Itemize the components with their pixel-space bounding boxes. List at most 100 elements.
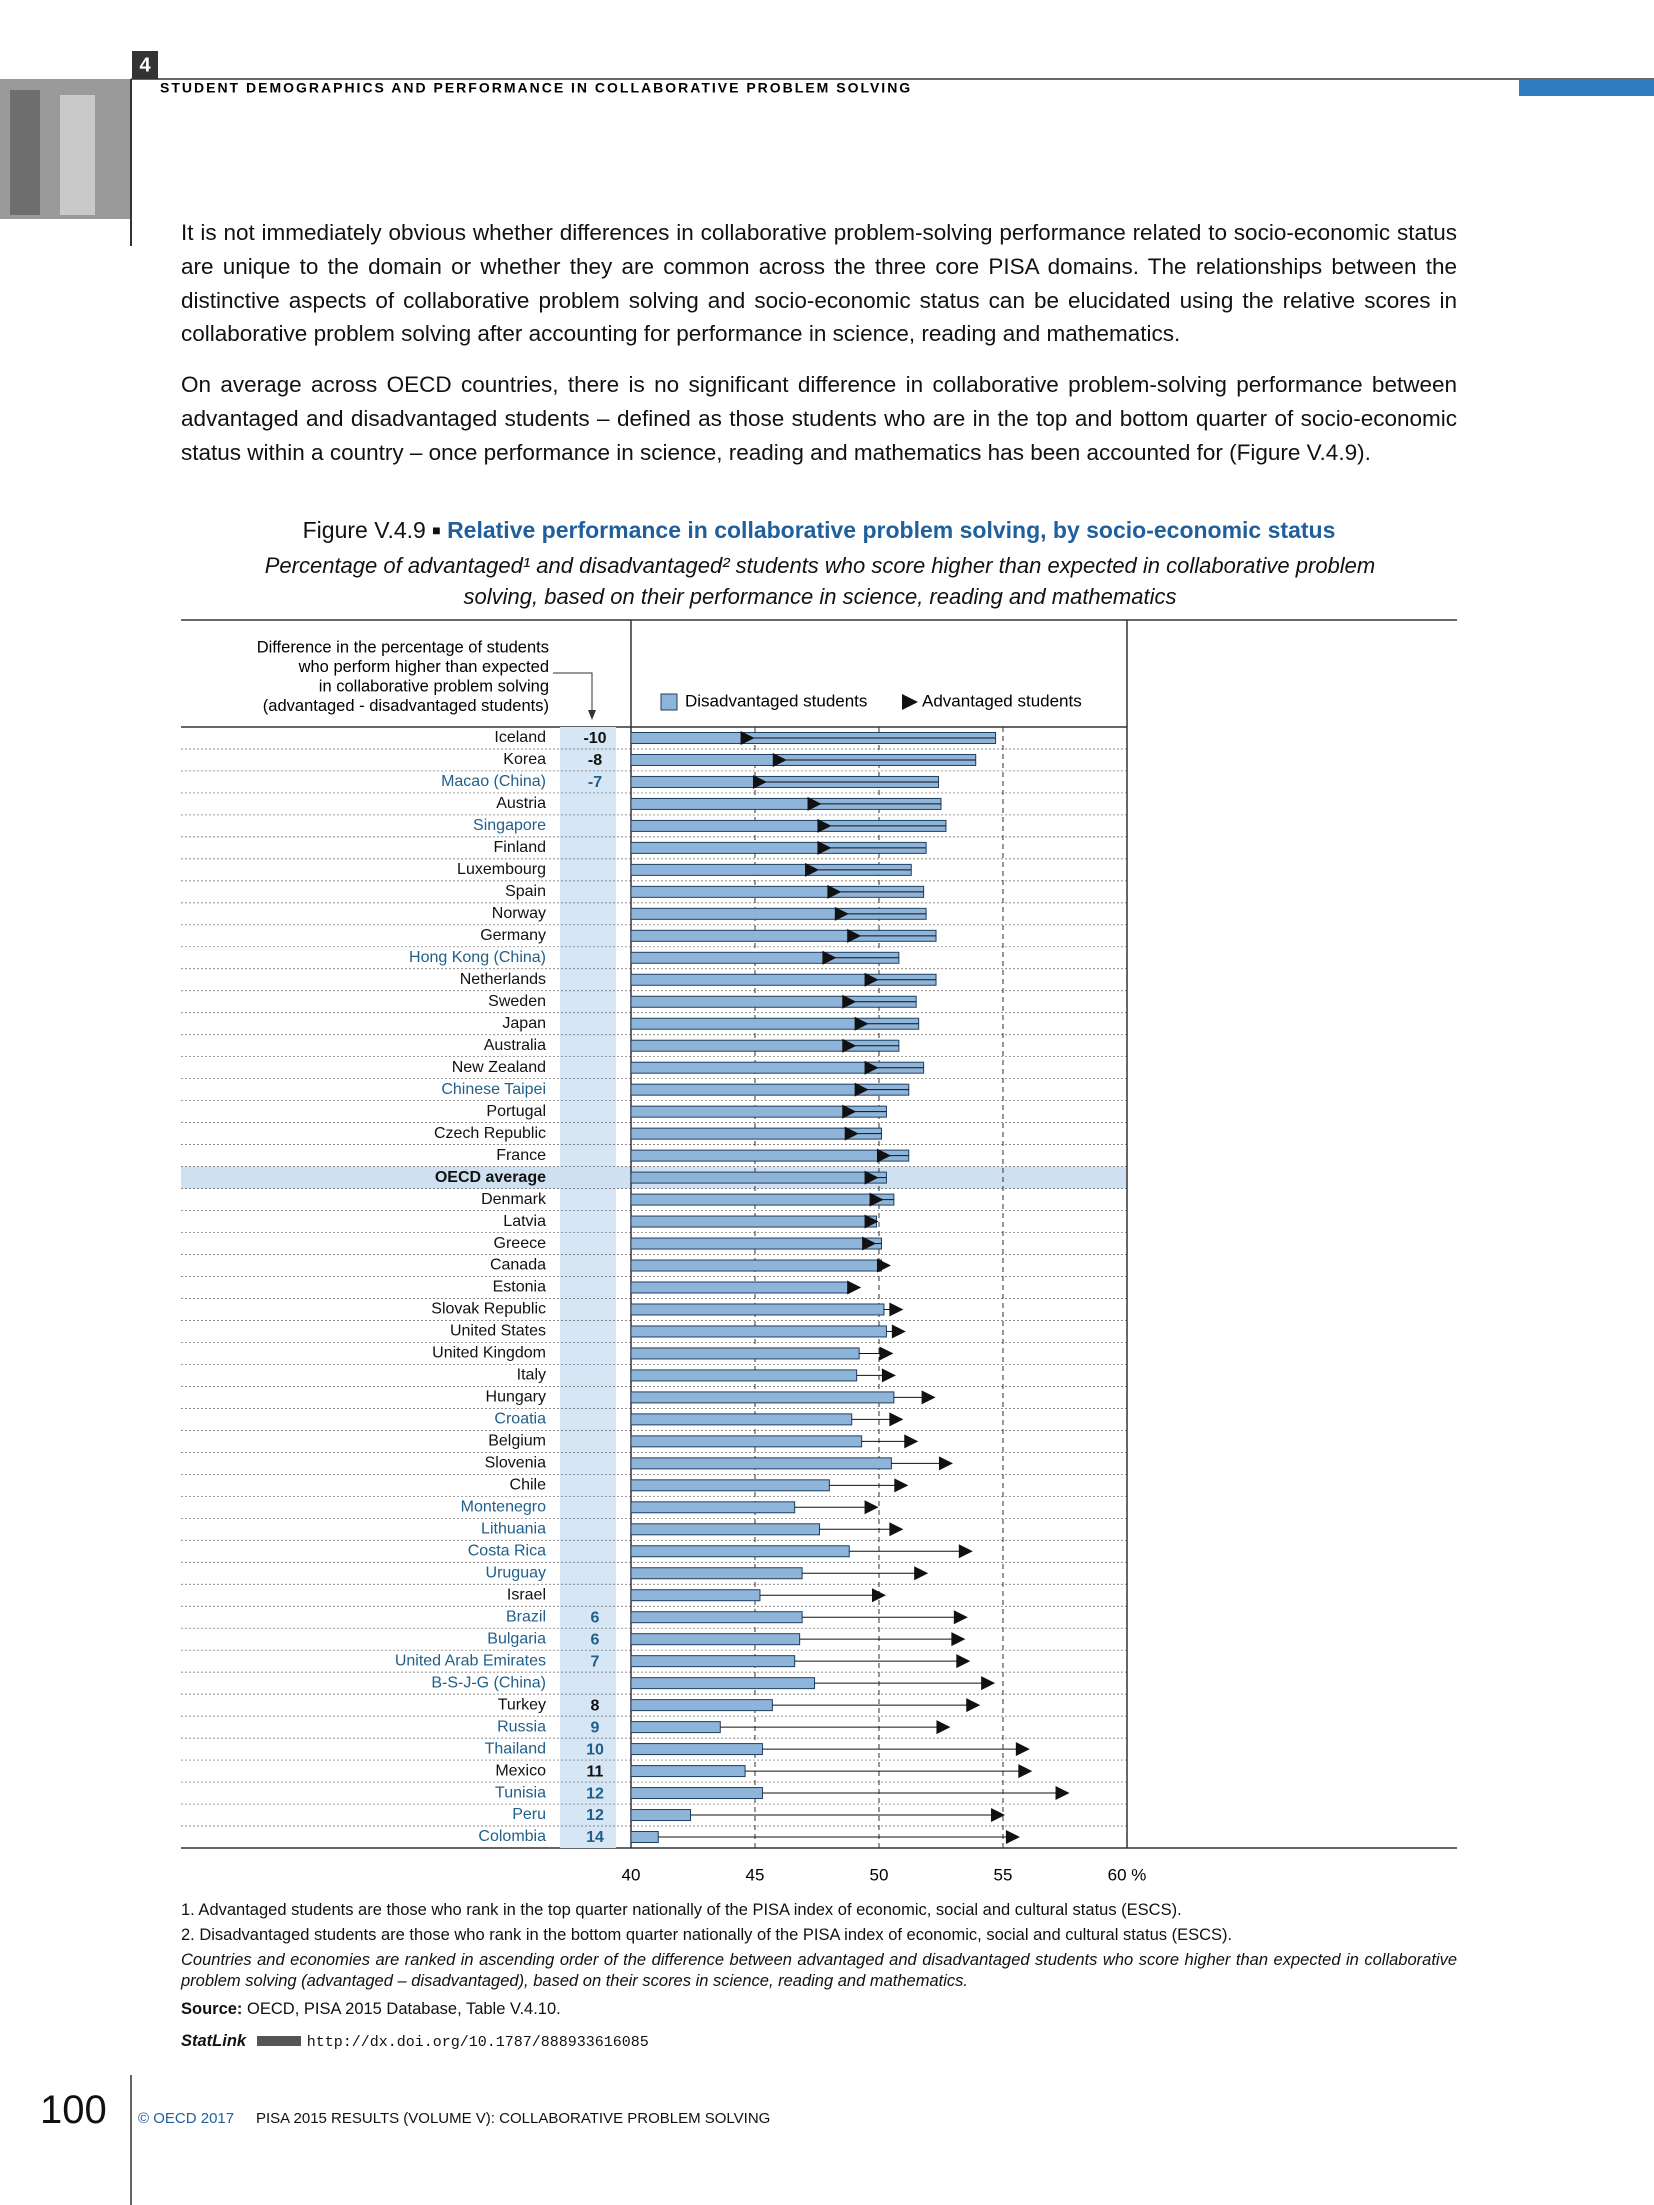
- category-label: Chinese Taipei: [441, 1081, 546, 1098]
- category-label: Sweden: [488, 993, 546, 1010]
- bar: [630, 1391, 895, 1404]
- bar: [630, 1149, 910, 1162]
- figure-subtitle: Percentage of advantaged¹ and disadvanta…: [264, 553, 1376, 609]
- arrow-marker: [864, 1060, 879, 1075]
- statlink-icon: [256, 2036, 301, 2046]
- arrow-marker: [904, 1434, 919, 1449]
- arrow-marker: [981, 1676, 996, 1691]
- category-label: Hungary: [486, 1389, 546, 1406]
- arrow-marker: [876, 1258, 891, 1273]
- figure-title: Relative performance in collaborative pr…: [447, 517, 1336, 543]
- photo-figure: [60, 95, 95, 215]
- category-label: Lithuania: [481, 1521, 546, 1538]
- bar: [630, 1589, 761, 1602]
- difference-header: in collaborative problem solving: [319, 677, 549, 695]
- category-label: Colombia: [478, 1828, 546, 1845]
- arrow-marker: [889, 1412, 904, 1427]
- arrow-marker: [881, 1368, 896, 1383]
- category-label: Slovak Republic: [431, 1301, 546, 1318]
- paragraph: On average across OECD countries, there …: [181, 372, 1457, 465]
- bar: [630, 1523, 820, 1536]
- bar: [630, 1325, 887, 1338]
- category-label: Belgium: [488, 1433, 546, 1450]
- statlink-label: StatLink: [181, 2032, 247, 2050]
- bar: [630, 1677, 816, 1690]
- arrow-marker: [834, 906, 849, 921]
- arrow-marker: [842, 994, 857, 1009]
- source: Source: OECD, PISA 2015 Database, Table …: [181, 1999, 1457, 2020]
- bar: [630, 1259, 882, 1272]
- arrow-marker: [864, 972, 879, 987]
- category-label: Latvia: [503, 1213, 546, 1230]
- difference-value: 10: [586, 1741, 604, 1758]
- arrow-marker: [817, 818, 832, 833]
- arrow-marker: [1055, 1786, 1070, 1801]
- bar: [630, 1611, 803, 1624]
- arrow-marker: [864, 1214, 879, 1229]
- bar: [630, 1765, 746, 1778]
- category-label: Peru: [512, 1806, 546, 1823]
- x-tick-label: 50: [870, 1865, 889, 1884]
- arrow-marker: [879, 1346, 894, 1361]
- bar: [630, 973, 937, 986]
- category-label: Brazil: [506, 1608, 546, 1625]
- arrow-marker: [842, 1104, 857, 1119]
- bar: [630, 1699, 773, 1712]
- category-label: Korea: [503, 751, 546, 768]
- arrow-marker: [864, 1500, 879, 1515]
- arrow-marker: [889, 1522, 904, 1537]
- category-label: Montenegro: [461, 1499, 546, 1516]
- arrow-marker: [956, 1654, 971, 1669]
- source-label: Source:: [181, 2000, 243, 2018]
- arrow-marker: [938, 1456, 953, 1471]
- arrow-marker: [894, 1478, 909, 1493]
- bar: [630, 1413, 853, 1426]
- arrow-marker: [891, 1324, 906, 1339]
- bar: [630, 1721, 721, 1734]
- statlink-url[interactable]: http://dx.doi.org/10.1787/888933616085: [306, 2034, 649, 2051]
- arrow-marker: [827, 884, 842, 899]
- difference-value: -8: [588, 752, 602, 769]
- category-label: Bulgaria: [487, 1630, 546, 1647]
- category-label: Canada: [490, 1257, 546, 1274]
- category-label: Denmark: [481, 1191, 547, 1208]
- legend-swatch: [660, 693, 678, 711]
- bar: [630, 1193, 895, 1206]
- arrow-marker: [1005, 1830, 1020, 1845]
- category-label: Austria: [496, 795, 546, 812]
- bar: [630, 1655, 796, 1668]
- bar: [630, 1237, 882, 1250]
- category-label: United States: [450, 1323, 546, 1340]
- category-label: Italy: [517, 1367, 546, 1384]
- note: 1. Advantaged students are those who ran…: [181, 1901, 1182, 1919]
- difference-value: 11: [587, 1763, 604, 1780]
- category-label: Germany: [480, 927, 546, 944]
- category-label: Norway: [492, 905, 546, 922]
- category-label: Greece: [494, 1235, 547, 1252]
- bar: [630, 1809, 692, 1822]
- copyright: © OECD 2017: [138, 2110, 235, 2127]
- arrow-marker: [958, 1544, 973, 1559]
- arrow-marker: [921, 1390, 936, 1405]
- category-label: Finland: [494, 839, 546, 856]
- difference-value: 8: [591, 1697, 600, 1714]
- difference-value: 12: [586, 1807, 604, 1824]
- legend-label: Advantaged students: [922, 691, 1082, 710]
- bar: [630, 1743, 763, 1756]
- publication: PISA 2015 RESULTS (VOLUME V): COLLABORAT…: [256, 2110, 771, 2127]
- bar: [630, 1457, 892, 1470]
- category-label: Costa Rica: [468, 1542, 546, 1559]
- category-label: Croatia: [494, 1411, 546, 1428]
- category-label: New Zealand: [452, 1059, 546, 1076]
- category-label: Japan: [502, 1015, 546, 1032]
- statlink: StatLink http://dx.doi.org/10.1787/88893…: [181, 2031, 1457, 2053]
- x-tick-label: 45: [746, 1865, 765, 1884]
- figure-heading: Figure V.4.9 ■ Relative performance in c…: [181, 517, 1457, 544]
- category-label: Portugal: [486, 1103, 546, 1120]
- arrow-marker: [864, 1170, 879, 1185]
- header-pointer-head: [588, 710, 596, 720]
- x-tick-label: 60 %: [1108, 1865, 1147, 1884]
- category-label: Uruguay: [486, 1564, 546, 1581]
